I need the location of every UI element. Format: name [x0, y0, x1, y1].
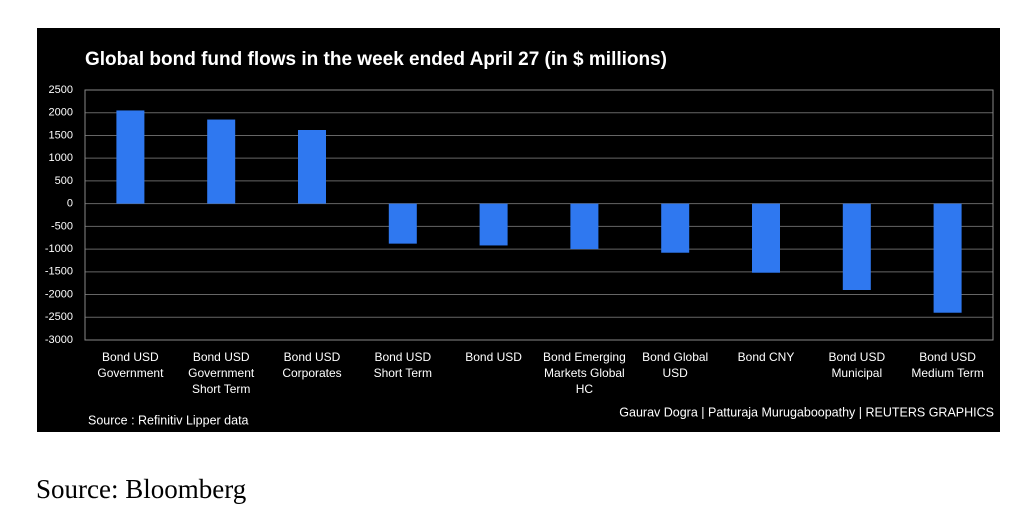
x-tick-label: Bond USD Corporates [282, 350, 342, 380]
bar [842, 203, 871, 290]
y-tick-label: 1500 [49, 129, 73, 141]
bar [298, 130, 326, 204]
x-tick-label: Bond USD Short Term [373, 350, 433, 380]
y-tick-label: -1500 [45, 266, 73, 278]
x-tick-label: Bond USD Municipal [828, 350, 886, 380]
y-tick-label: 0 [67, 198, 73, 210]
y-tick-label: 500 [55, 175, 73, 187]
y-tick-label: 2500 [49, 84, 73, 96]
y-tick-label: -2000 [45, 288, 73, 300]
y-tick-label: -500 [51, 220, 73, 232]
bar [479, 203, 508, 246]
x-tick-label: Bond Global USD [642, 350, 709, 380]
source: Source : Refinitiv Lipper data [88, 413, 249, 427]
bar [116, 110, 145, 204]
x-tick-label: Bond CNY [737, 350, 795, 364]
y-tick-label: -1000 [45, 243, 73, 255]
bar [570, 203, 599, 250]
y-tick-label: 2000 [49, 107, 73, 119]
bar [933, 203, 962, 313]
chart-background [37, 28, 1000, 432]
bar [661, 203, 690, 253]
x-tick-label: Bond USD Government [97, 350, 164, 380]
y-tick-label: -2500 [45, 311, 73, 323]
chart-title: Global bond fund flows in the week ended… [85, 49, 667, 70]
x-tick-label: Bond USD Government Short Term [188, 350, 255, 396]
plot-border [84, 89, 994, 341]
caption: Source: Bloomberg [36, 474, 247, 504]
bar [752, 203, 780, 273]
credit: Gaurav Dogra | Patturaja Murugaboopathy … [619, 405, 994, 419]
x-tick-label: Bond USD [465, 350, 522, 364]
bar [207, 119, 236, 204]
x-tick-label: Bond Emerging Markets Global HC [543, 350, 626, 396]
bar [388, 203, 417, 244]
y-tick-label: -3000 [45, 334, 73, 346]
x-tick-label: Bond USD Medium Term [911, 350, 984, 380]
y-tick-label: 1000 [49, 152, 73, 164]
